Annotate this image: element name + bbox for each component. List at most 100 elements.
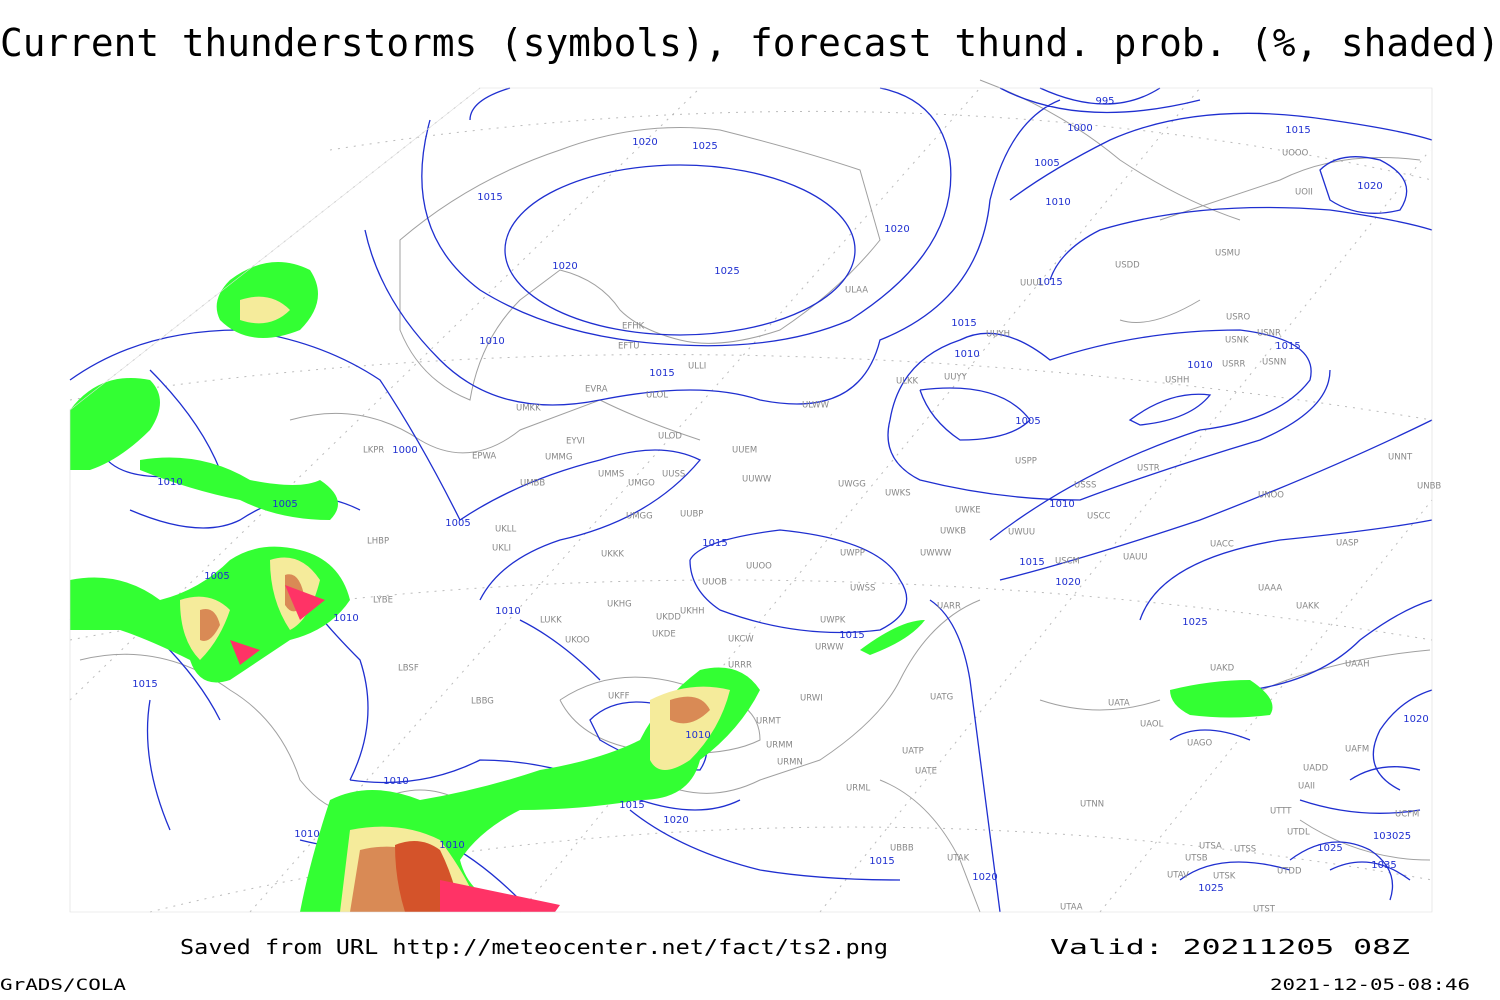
- station-label: ULOD: [658, 432, 682, 442]
- station-label: USMU: [1215, 249, 1240, 259]
- station-label: UMMG: [545, 453, 572, 463]
- isobar-label: 1010: [495, 606, 520, 617]
- station-label: UMGG: [626, 512, 653, 522]
- station-label: UTAK: [947, 854, 970, 864]
- station-label: LHBP: [367, 537, 389, 547]
- isobar-label: 1020: [972, 872, 997, 883]
- isobar-label: 1015: [839, 630, 864, 641]
- isobar-label: 1010: [439, 840, 464, 851]
- station-label: UUYH: [986, 330, 1010, 340]
- station-label: USTR: [1137, 464, 1160, 474]
- station-label: UWSS: [850, 584, 875, 594]
- station-label: UARR: [937, 602, 961, 612]
- station-label: UWWW: [920, 549, 952, 559]
- station-label: UTTT: [1270, 807, 1292, 817]
- station-label: UAFM: [1345, 745, 1369, 755]
- isobars: [69, 87, 1433, 913]
- station-label: URMT: [756, 717, 781, 727]
- isobar-label: 1020: [663, 815, 688, 826]
- station-label: UASP: [1336, 539, 1359, 549]
- station-label: URMM: [766, 741, 793, 751]
- station-label: LUKK: [540, 616, 562, 626]
- station-label: USNK: [1225, 336, 1249, 346]
- station-label: URMN: [777, 758, 803, 768]
- station-label: USPP: [1015, 457, 1037, 467]
- isobar-label: 1025: [1182, 617, 1207, 628]
- isobar-label: 1020: [1055, 577, 1080, 588]
- station-label: EFHK: [622, 322, 645, 332]
- isobar-label: 1010: [333, 613, 358, 624]
- station-label: UKLI: [492, 544, 511, 554]
- station-label: UOII: [1295, 188, 1313, 198]
- station-label: URML: [846, 784, 870, 794]
- isobar-label: 1010: [157, 477, 182, 488]
- isobar: [1169, 689, 1433, 901]
- station-label: UNNT: [1388, 453, 1413, 463]
- station-label: UKHH: [680, 607, 705, 617]
- isobar-label: 1010: [383, 776, 408, 787]
- station-label: UATE: [915, 767, 937, 777]
- isobar-label: 1015: [869, 856, 894, 867]
- isobar-label: 1015: [132, 679, 157, 690]
- isobar-label: 1010: [294, 829, 319, 840]
- isobar-label: 1010: [1045, 197, 1070, 208]
- station-label: UTSB: [1185, 854, 1208, 864]
- station-label: UBBB: [890, 844, 914, 854]
- isobar-label: 1010: [479, 336, 504, 347]
- station-label: LBBG: [471, 697, 494, 707]
- title: Current thunderstorms (symbols), forecas…: [0, 21, 1500, 65]
- station-label: UAGO: [1187, 739, 1212, 749]
- station-label: LBSF: [398, 664, 419, 674]
- station-label: UKFF: [608, 692, 630, 702]
- software: GrADS/COLA: [0, 975, 126, 994]
- station-label: UUSS: [662, 470, 685, 480]
- station-label: UCFM: [1395, 810, 1419, 820]
- station-label: UATA: [1108, 699, 1130, 709]
- isobar-label: 1010: [685, 730, 710, 741]
- station-label: USCC: [1087, 512, 1111, 522]
- station-label: UTDL: [1287, 828, 1310, 838]
- station-label: UAOL: [1140, 720, 1164, 730]
- isobar-label: 1025: [714, 266, 739, 277]
- coast: [399, 127, 881, 401]
- station-label: UOOO: [1282, 149, 1309, 159]
- isobar-label: 103025: [1373, 831, 1411, 842]
- station-label: UMBB: [520, 479, 545, 489]
- station-label: UADD: [1303, 764, 1329, 774]
- isobar-label: 1005: [204, 571, 229, 582]
- station-label: UKLL: [495, 525, 517, 535]
- isobar-label: 1025: [1198, 883, 1223, 894]
- isobar-label: 1015: [1285, 125, 1310, 136]
- isobar-label: 1005: [1034, 158, 1059, 169]
- isobar-label: 1025: [692, 141, 717, 152]
- station-label: UWKB: [940, 527, 966, 537]
- isobar-label: 1005: [272, 499, 297, 510]
- station-label: UATP: [902, 747, 924, 757]
- station-label: UWGG: [838, 480, 866, 490]
- station-label: UWUU: [1008, 528, 1035, 538]
- valid-time: Valid: 20211205 08Z: [1050, 935, 1410, 959]
- isobar-label: 1015: [1275, 341, 1300, 352]
- station-label: UUOB: [702, 578, 727, 588]
- isobar-label: 1025: [1317, 843, 1342, 854]
- station-label: ULOL: [646, 391, 668, 401]
- isobar-label: 1015: [951, 318, 976, 329]
- station-label: ULWW: [802, 401, 830, 411]
- station-label: UMKK: [516, 404, 541, 414]
- isobar-label: 1020: [632, 137, 657, 148]
- timestamp: 2021-12-05-08:46: [1270, 975, 1470, 994]
- station-label: ULAA: [845, 286, 868, 296]
- isobar-label: 1020: [884, 224, 909, 235]
- isobar-label: 1010: [1049, 499, 1074, 510]
- isobar-label: 995: [1095, 96, 1114, 107]
- station-label: EVRA: [585, 385, 608, 395]
- map-frame: [69, 87, 1433, 913]
- station-label: URWI: [800, 694, 823, 704]
- station-label: UACC: [1210, 540, 1234, 550]
- isobar-label: 1000: [392, 445, 417, 456]
- station-label: UNBB: [1417, 482, 1441, 492]
- station-label: USRO: [1226, 313, 1251, 323]
- isobar: [504, 164, 856, 336]
